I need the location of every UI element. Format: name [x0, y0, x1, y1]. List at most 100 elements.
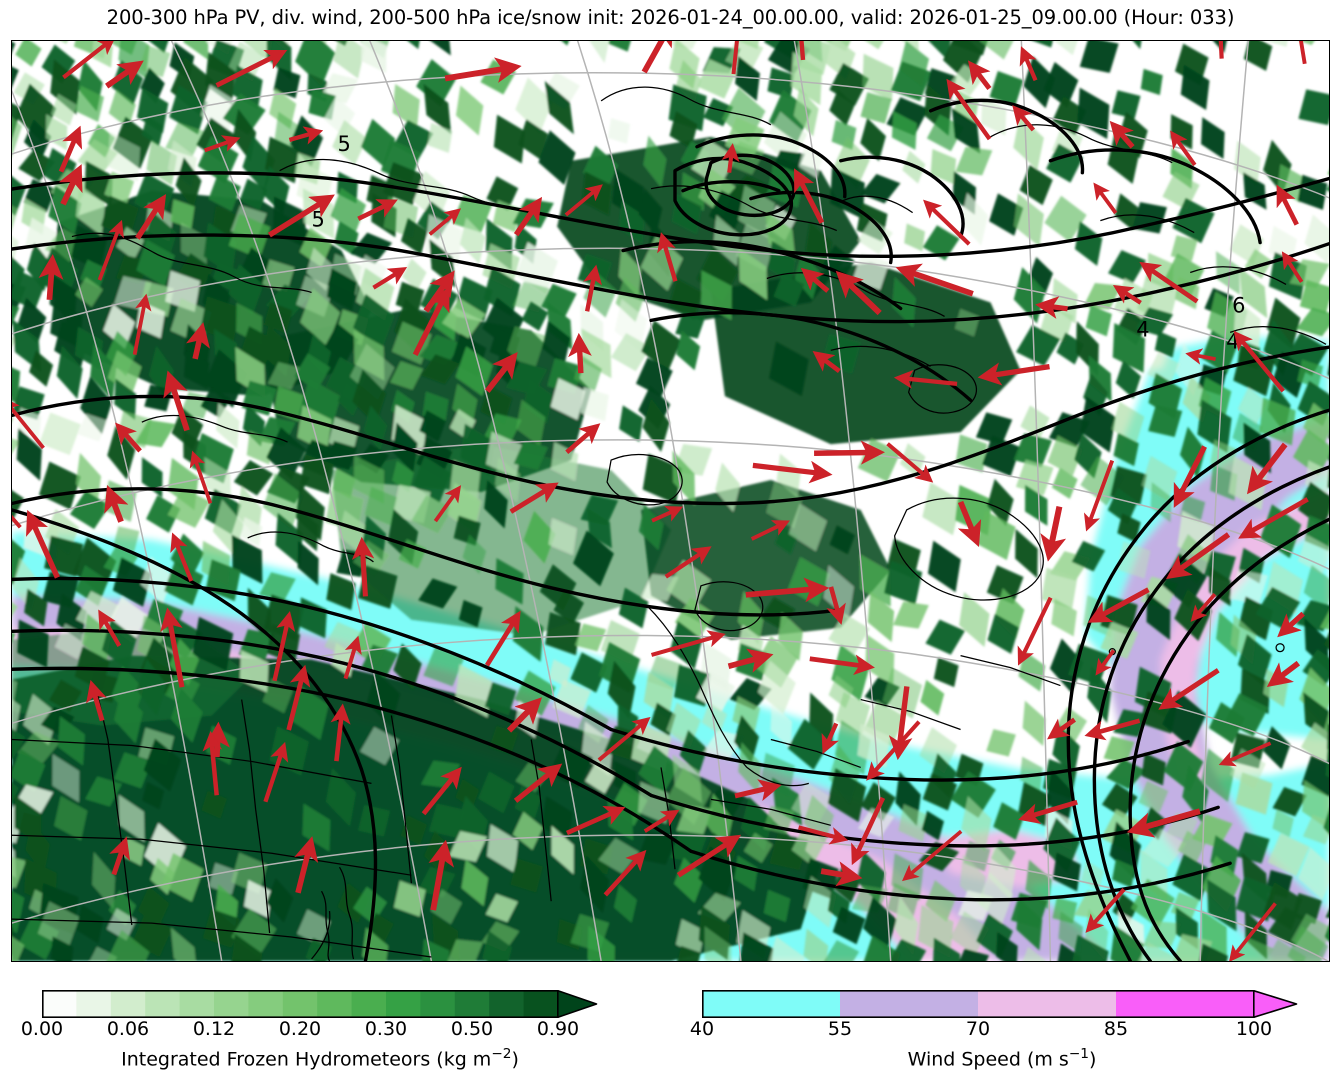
ice-snow-cell — [164, 670, 200, 708]
cbar-tick: 100 — [1235, 1018, 1273, 1040]
wind-vector — [428, 208, 462, 236]
ice-snow-cell — [183, 41, 209, 60]
wind-vector — [967, 60, 992, 91]
colorbar-wind-speed-swatches — [702, 990, 1298, 1018]
cbar-tick: 70 — [965, 1018, 991, 1040]
ice-snow-cell — [674, 857, 705, 903]
ice-snow-cell — [140, 67, 165, 104]
ice-snow-cell — [400, 218, 428, 255]
ice-snow-cell — [1044, 195, 1087, 243]
ice-snow-cell — [58, 715, 85, 766]
ice-snow-cell — [12, 927, 25, 961]
ice-snow-cell — [607, 118, 631, 144]
ice-snow-cell — [1179, 426, 1206, 479]
ice-snow-cell — [766, 481, 803, 529]
ice-snow-cell — [613, 884, 637, 923]
ice-snow-cell — [766, 936, 805, 961]
ice-snow-cell — [925, 880, 957, 922]
ice-snow-cell — [512, 281, 550, 313]
ice-snow-cell — [611, 333, 651, 372]
ice-snow-cell — [12, 102, 23, 160]
ice-snow-cell — [618, 247, 642, 298]
ice-snow-cell — [453, 515, 481, 546]
ice-snow-cell — [615, 277, 645, 322]
ice-snow-cell — [39, 412, 81, 456]
map-plot-area[interactable]: 5 5 6 4 4 — [11, 40, 1330, 962]
ice-snow-cell — [863, 896, 897, 951]
colorbar-segment — [317, 991, 352, 1017]
ice-snow-cell — [1013, 115, 1044, 170]
ice-snow-cell — [486, 176, 519, 211]
ice-snow-cell — [1298, 481, 1329, 529]
cbar-tick: 0.20 — [278, 1018, 322, 1040]
ice-snow-cell — [882, 667, 923, 719]
ice-snow-cell — [1162, 171, 1200, 211]
ice-snow-cell — [668, 277, 703, 321]
ice-snow-cell — [50, 59, 80, 115]
ice-snow-cell — [548, 518, 577, 555]
ice-snow-cell — [1050, 41, 1082, 56]
ice-snow-cell — [757, 660, 796, 715]
ice-snow-cell — [118, 794, 145, 843]
ice-snow-cell — [611, 168, 644, 222]
ice-snow-cell — [737, 590, 765, 645]
ice-snow-cell — [23, 119, 52, 159]
colorbar-segment — [214, 991, 249, 1017]
ice-snow-cell — [420, 41, 451, 56]
wind-vector — [1276, 184, 1299, 226]
ice-snow-cell — [1243, 172, 1267, 210]
ice-snow-cell — [607, 660, 636, 720]
ice-snow-cell — [480, 385, 513, 425]
ice-snow-cell — [1266, 297, 1301, 350]
ice-snow-cell — [1237, 634, 1272, 686]
ice-snow-cell — [521, 301, 549, 331]
ice-snow-cell — [523, 510, 556, 564]
ice-snow-cell — [108, 89, 136, 129]
contour-label: 5 — [338, 132, 351, 156]
ice-snow-cell — [12, 481, 25, 526]
ice-snow-cell — [143, 211, 177, 264]
ice-snow-cell — [922, 773, 958, 811]
ice-snow-cell — [1297, 847, 1329, 901]
ice-snow-cell — [1052, 852, 1081, 892]
wind-vector — [798, 825, 849, 845]
ice-snow-cell — [960, 192, 989, 246]
ice-snow-cell — [552, 679, 591, 719]
wind-vector — [1158, 668, 1220, 710]
ice-snow-cell — [715, 462, 741, 512]
ice-snow-cell — [776, 453, 801, 498]
ice-snow-cell — [580, 386, 609, 422]
ice-snow-cell — [326, 573, 356, 610]
wind-vector — [799, 41, 806, 61]
ice-snow-cell — [857, 724, 890, 768]
ice-snow-cell — [1304, 214, 1329, 264]
cbar-tick: 0.30 — [364, 1018, 408, 1040]
ice-snow-cell — [12, 880, 25, 934]
ice-snow-cell — [1299, 280, 1329, 314]
wind-vector — [506, 697, 542, 733]
ice-snow-cell — [170, 927, 198, 961]
ice-snow-cell — [1141, 455, 1178, 502]
ice-snow-cell — [833, 137, 870, 189]
ice-snow-cell — [104, 171, 135, 205]
ice-snow-cell — [460, 423, 495, 476]
ice-snow-cell — [954, 948, 990, 961]
ice-snow-cell — [1052, 897, 1078, 924]
ice-snow-cell — [643, 135, 667, 188]
ice-snow-cell — [614, 299, 648, 352]
divergent-wind-vectors — [12, 41, 1309, 961]
ice-snow-cell — [638, 745, 680, 795]
ice-snow-cell — [326, 440, 357, 471]
ice-snow-cell — [1197, 943, 1228, 961]
ice-snow-cell — [392, 460, 414, 493]
cbar-tick: 85 — [1103, 1018, 1129, 1040]
wind-vector — [650, 630, 726, 657]
wind-vector — [814, 440, 885, 465]
ice-snow-cell — [922, 482, 962, 536]
ice-snow-cell — [696, 671, 736, 713]
ice-snow-cell — [1207, 879, 1237, 932]
ice-snow-cell — [446, 939, 484, 961]
ice-snow-cell — [890, 61, 932, 102]
ice-snow-cell — [1234, 298, 1261, 351]
ice-snow-cell — [326, 268, 357, 311]
